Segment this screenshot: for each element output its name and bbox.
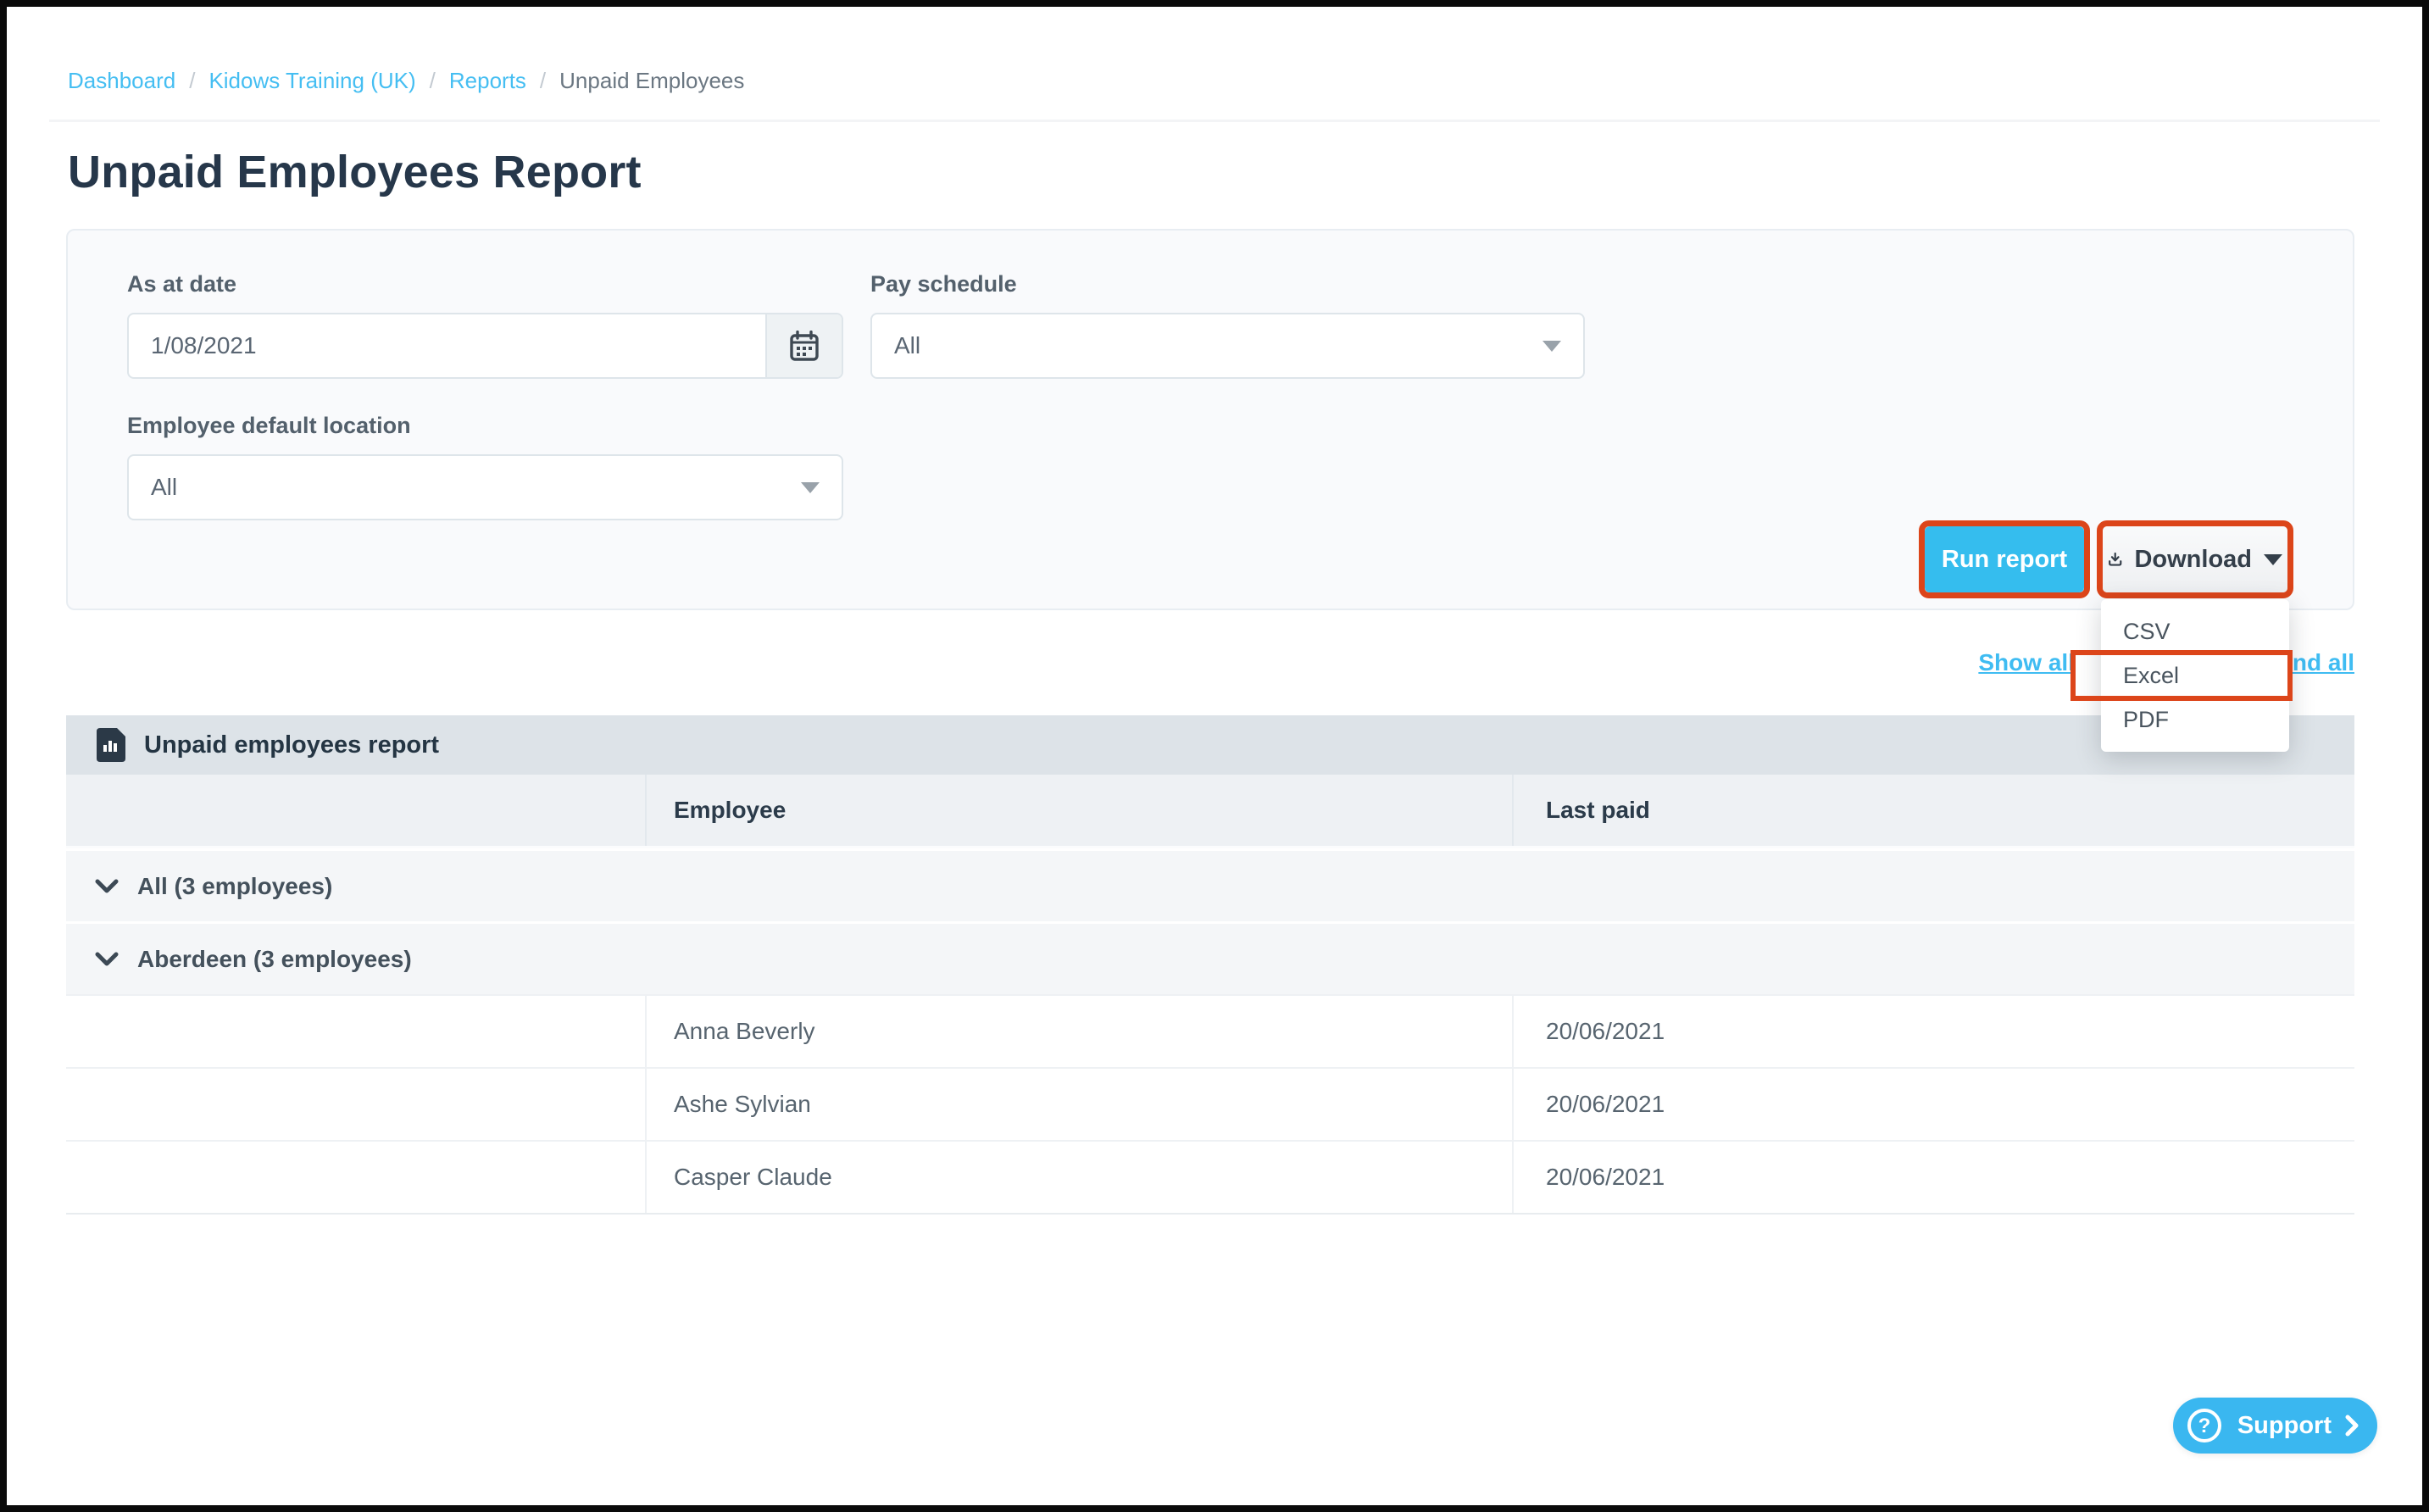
support-button[interactable]: ? Support [2172, 1398, 2377, 1454]
pay-schedule-label: Pay schedule [870, 271, 1017, 297]
last-paid-cell: 20/06/2021 [1546, 1018, 1665, 1044]
table-column-header: Employee Last paid [66, 775, 2354, 848]
column-header-last-paid: Last paid [1546, 797, 1650, 823]
breadcrumb-divider [49, 120, 2380, 122]
breadcrumb-current: Unpaid Employees [559, 68, 745, 93]
group-row-aberdeen[interactable]: Aberdeen (3 employees) [66, 921, 2354, 994]
svg-text:?: ? [2198, 1415, 2211, 1437]
as-at-date-label: As at date [127, 271, 237, 297]
show-all-link[interactable]: Show all [1978, 649, 2075, 675]
download-menu-item-pdf[interactable]: PDF [2123, 706, 2169, 732]
as-at-date-input[interactable]: 1/08/2021 [127, 313, 843, 379]
download-menu: CSV Excel PDF [2070, 599, 2293, 752]
report-filter-panel: As at date 1/08/2021 [66, 229, 2354, 752]
excel-highlight-box [2070, 650, 2293, 701]
calendar-icon-button[interactable] [765, 314, 842, 377]
table-row: Casper Claude 20/06/2021 [66, 1140, 2354, 1213]
employee-default-location-label: Employee default location [127, 413, 411, 438]
chevron-down-icon[interactable] [95, 879, 119, 894]
run-report-button[interactable]: Run report [1925, 526, 2084, 592]
download-button[interactable]: Download [2103, 526, 2287, 592]
chevron-down-icon [1542, 340, 1561, 352]
table-row: Ashe Sylvian 20/06/2021 [66, 1067, 2354, 1140]
unpaid-employees-table: Unpaid employees report Employee Last pa… [66, 715, 2354, 1215]
download-highlight-box: Download CSV Excel PDF [2070, 520, 2293, 752]
report-icon [97, 728, 125, 762]
column-header-employee: Employee [647, 775, 1514, 846]
employee-name-cell: Ashe Sylvian [647, 1069, 1514, 1140]
table-link-row: Show all Expand all [7, 649, 2354, 676]
download-menu-item-excel-label: Excel [2123, 662, 2180, 688]
group-row-label: All (3 employees) [137, 872, 333, 899]
breadcrumb-separator: / [429, 68, 436, 93]
download-menu-item-excel[interactable]: Excel [2070, 650, 2293, 701]
breadcrumb-business[interactable]: Kidows Training (UK) [208, 68, 416, 93]
table-row: Anna Beverly 20/06/2021 [66, 994, 2354, 1067]
employee-name-cell: Anna Beverly [647, 996, 1514, 1067]
breadcrumb-separator: / [539, 68, 547, 93]
employee-default-location-field: Employee default location All [127, 413, 843, 520]
chevron-down-icon [801, 481, 820, 493]
support-button-label: Support [2237, 1411, 2332, 1439]
last-paid-cell: 20/06/2021 [1546, 1091, 1665, 1117]
table-title: Unpaid employees report [144, 731, 440, 759]
last-paid-cell: 20/06/2021 [1546, 1164, 1665, 1190]
as-at-date-value[interactable]: 1/08/2021 [151, 332, 257, 359]
download-icon [2109, 552, 2122, 566]
employee-default-location-value: All [151, 474, 178, 500]
download-menu-item-csv[interactable]: CSV [2123, 618, 2171, 644]
as-at-date-field: As at date 1/08/2021 [127, 271, 843, 379]
chevron-down-icon[interactable] [95, 952, 119, 967]
download-button-label: Download [2134, 545, 2252, 573]
breadcrumb: Dashboard / Kidows Training (UK) / Repor… [7, 7, 2422, 94]
pay-schedule-select[interactable]: All [870, 313, 1585, 379]
employee-name-cell: Casper Claude [647, 1142, 1514, 1213]
run-report-highlight-box: Run report [1919, 520, 2090, 598]
chevron-down-icon [2264, 553, 2282, 565]
chevron-right-icon [2345, 1415, 2359, 1437]
group-row-all[interactable]: All (3 employees) [66, 848, 2354, 921]
group-row-label: Aberdeen (3 employees) [137, 945, 412, 972]
table-titlebar: Unpaid employees report [66, 715, 2354, 775]
pay-schedule-field: Pay schedule All [870, 271, 1585, 379]
pay-schedule-value: All [894, 332, 921, 359]
breadcrumb-dashboard[interactable]: Dashboard [68, 68, 176, 93]
page-title: Unpaid Employees Report [68, 147, 642, 197]
employee-default-location-select[interactable]: All [127, 454, 843, 520]
app-page: Dashboard / Kidows Training (UK) / Repor… [7, 7, 2422, 1505]
breadcrumb-reports[interactable]: Reports [448, 68, 526, 93]
calendar-icon [790, 331, 819, 361]
column-header-empty [66, 775, 647, 846]
breadcrumb-separator: / [189, 68, 196, 93]
question-circle-icon: ? [2187, 1409, 2221, 1443]
